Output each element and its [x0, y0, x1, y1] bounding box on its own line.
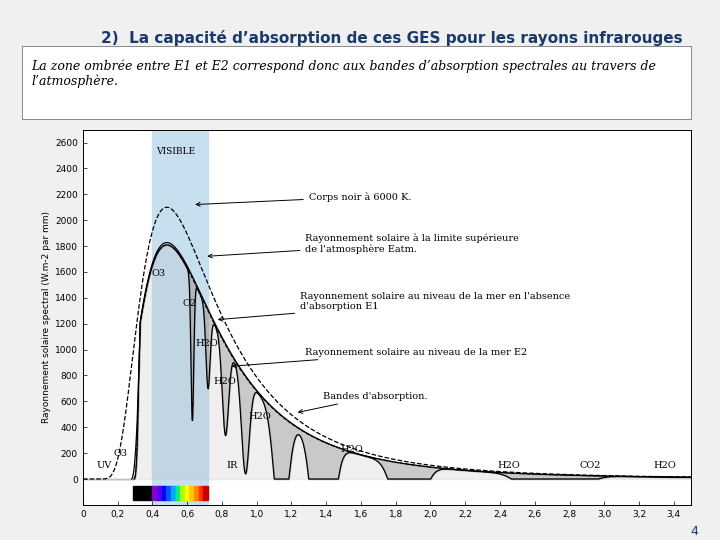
Bar — [180, 486, 185, 501]
Text: Rayonnement solaire au niveau de la mer E2: Rayonnement solaire au niveau de la mer … — [233, 348, 528, 368]
Text: O3: O3 — [113, 449, 127, 457]
Text: H2O: H2O — [654, 461, 677, 470]
Text: CO2: CO2 — [580, 461, 601, 470]
Text: H2O: H2O — [213, 377, 236, 387]
Bar — [157, 486, 161, 501]
Bar — [199, 486, 203, 501]
Text: La zone ombrée entre E1 et E2 correspond donc aux bandes d’absorption spectrales: La zone ombrée entre E1 et E2 correspond… — [32, 59, 657, 88]
Text: VISIBLE: VISIBLE — [156, 147, 195, 156]
Text: H2O: H2O — [196, 339, 218, 348]
Text: Corps noir à 6000 K.: Corps noir à 6000 K. — [196, 192, 411, 206]
Bar — [166, 486, 171, 501]
Bar — [133, 486, 153, 501]
Bar — [171, 486, 176, 501]
Text: H2O: H2O — [341, 445, 364, 454]
Bar — [161, 486, 166, 501]
Text: UV: UV — [97, 461, 112, 470]
Text: Bandes d'absorption.: Bandes d'absorption. — [299, 392, 427, 413]
Text: Rayonnement solaire au niveau de la mer en l'absence
d'absorption E1: Rayonnement solaire au niveau de la mer … — [219, 292, 570, 321]
Text: H2O: H2O — [248, 413, 271, 421]
Bar — [153, 486, 157, 501]
Text: 4: 4 — [690, 524, 698, 538]
Text: 2)  La capacité d’absorption de ces GES pour les rayons infrarouges: 2) La capacité d’absorption de ces GES p… — [101, 30, 683, 46]
Bar — [194, 486, 199, 501]
Bar — [203, 486, 208, 501]
Text: Rayonnement solaire à la limite supérieure
de l'atmosphère Eatm.: Rayonnement solaire à la limite supérieu… — [208, 233, 519, 258]
Bar — [185, 486, 189, 501]
Y-axis label: Rayonnement solaire spectral (W.m-2 par mm): Rayonnement solaire spectral (W.m-2 par … — [42, 211, 51, 423]
Text: O3: O3 — [151, 269, 166, 278]
Text: IR: IR — [227, 461, 238, 470]
Bar — [176, 486, 180, 501]
Bar — [153, 130, 208, 505]
Text: O2: O2 — [183, 299, 197, 307]
Bar — [189, 486, 194, 501]
Text: H2O: H2O — [498, 461, 520, 470]
